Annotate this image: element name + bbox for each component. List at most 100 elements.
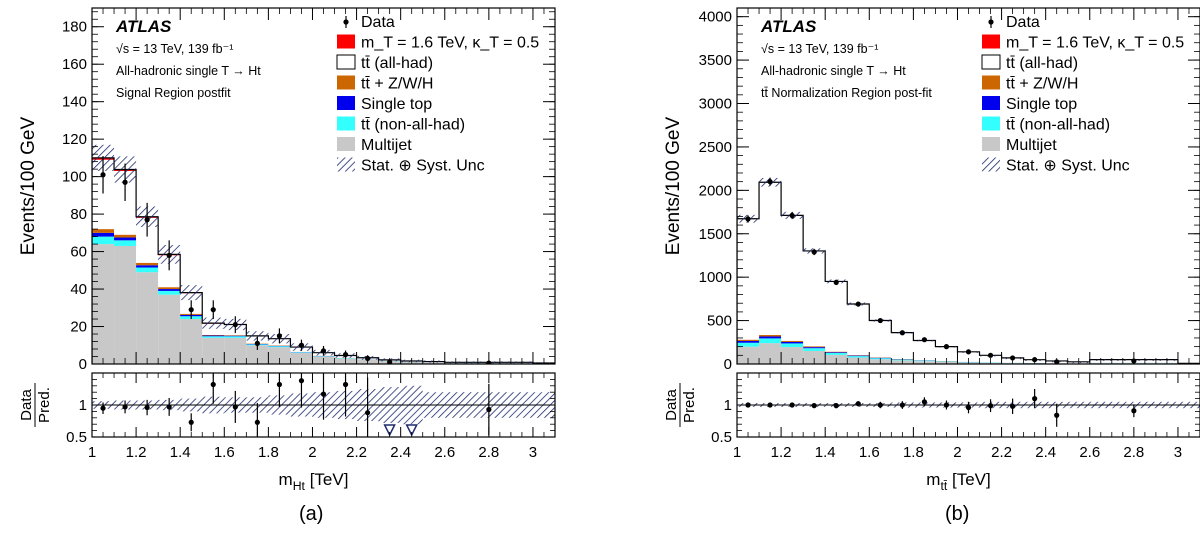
ttbar-nonallhad-bar [92,237,114,244]
ttbar-nonallhad-bar [847,356,869,357]
y-tick-label: 80 [70,206,87,223]
single-top-bar [114,238,136,241]
ratio-label-bottom: Pred. [36,387,53,423]
ratio-point [1054,413,1059,418]
ratio-point [233,404,238,409]
data-point [343,352,348,357]
ratio-point [1032,396,1037,401]
data-point [277,333,282,338]
ratio-point [966,405,971,410]
ratio-point [878,402,883,407]
multijet-bar [114,246,136,364]
x-tick-label: 1.6 [859,444,880,461]
x-axis-label: mHt [TeV] [279,470,349,493]
legend-ttbar-zwh-label: tt̄ + Z/W/H [361,76,433,93]
single-top-bar [92,233,114,237]
x-tick-label: 2.8 [478,444,499,461]
x-tick-label: 3 [1174,444,1182,461]
ratio-point [944,402,949,407]
ttbar-nonallhad-bar [825,353,847,355]
x-tick-label: 2.6 [1079,444,1100,461]
legend-unc-swatch [982,158,1000,172]
ttbar-allhad-bar [737,219,759,340]
data-point [944,344,949,349]
ratio-group [737,389,1200,427]
ttbar-zwh-bar [759,335,781,337]
legend-ttbar-allhad-label: tt̄ (all-had) [1006,55,1078,72]
y-tick-label: 160 [62,56,87,73]
x-tick-label: 1 [88,444,96,461]
legend-single-top-label: Single top [1006,96,1077,113]
uncertainty-band [202,318,224,329]
ttbar-zwh-bar [803,346,825,347]
y-tick-label: 0 [724,356,732,373]
single-top-bar [136,265,158,267]
single-top-bar [825,352,847,353]
ratio-point [1131,408,1136,413]
region-label: tt̄ Normalization Region post-fit [761,86,932,100]
legend-single-top-swatch [982,96,1000,110]
legend-multijet-swatch [982,137,1000,151]
single-top-bar [737,341,759,343]
multijet-bar [180,319,202,364]
y-tick-label: 40 [70,281,87,298]
ratio-point [299,378,304,383]
data-point [299,343,304,348]
data-point [211,307,216,312]
x-tick-label: 2.2 [346,444,367,461]
x-tick-label: 1.8 [903,444,924,461]
ttbar-nonallhad-bar [136,268,158,273]
data-point [900,330,905,335]
ttbar-allhad-bar [891,333,913,359]
legend-unc-label: Stat. ⊕ Syst. Unc [361,158,485,175]
ttbar-zwh-bar [92,229,114,233]
ratio-point [255,420,260,425]
ttbar-nonallhad-bar [224,336,246,337]
legend-ttbar-zwh-swatch [982,76,1000,90]
ttbar-zwh-bar [737,340,759,341]
ratio-point [189,420,194,425]
y-axis-label: Events/100 GeV [18,116,39,255]
data-point [988,353,993,358]
legend-ttbar-zwh-label: tt̄ + Z/W/H [1006,76,1078,93]
data-point [966,349,971,354]
legend-unc-swatch [337,158,355,172]
ttbar-nonallhad-bar [781,343,803,347]
single-top-bar [759,336,781,338]
legend-signal-swatch [337,35,355,49]
ratio-point [145,405,150,410]
x-axis-label: mtt̄ [TeV] [926,470,990,493]
legend-signal-swatch [982,35,1000,49]
panel-b: 05001000150020002500300035004000Events/1… [663,8,1200,493]
legend-signal-label: m_T = 1.6 TeV, κ_T = 0.5 [1006,35,1184,52]
y-tick-label: 2500 [699,139,732,156]
legend-ttbar-nonallhad-label: tt̄ (non-all-had) [1006,117,1110,134]
y-tick-label: 60 [70,244,87,261]
y-tick-label: 100 [62,169,87,186]
single-top-bar [224,336,246,337]
legend-data-marker [343,19,348,24]
ttbar-allhad-bar [869,321,891,358]
x-tick-label: 1.4 [815,444,836,461]
channel-label: All-hadronic single T → Ht [116,64,261,78]
data-point [145,217,150,222]
legend-ttbar-allhad-swatch [337,55,355,69]
x-tick-label: 1.2 [126,444,147,461]
single-top-bar [202,336,224,337]
region-label: Signal Region postfit [116,86,231,100]
stack-group [737,178,1200,365]
ttbar-nonallhad-bar [759,338,781,343]
x-tick-label: 1.2 [771,444,792,461]
ratio-y-tick-label: 0.5 [66,429,87,446]
legend-multijet-swatch [337,137,355,151]
ratio-point [1010,404,1015,409]
ratio-label-bottom: Pred. [681,387,698,423]
ttbar-zwh-bar [825,352,847,353]
ratio-point [856,401,861,406]
y-tick-label: 140 [62,94,87,111]
ratio-point [343,382,348,387]
data-point [122,180,127,185]
